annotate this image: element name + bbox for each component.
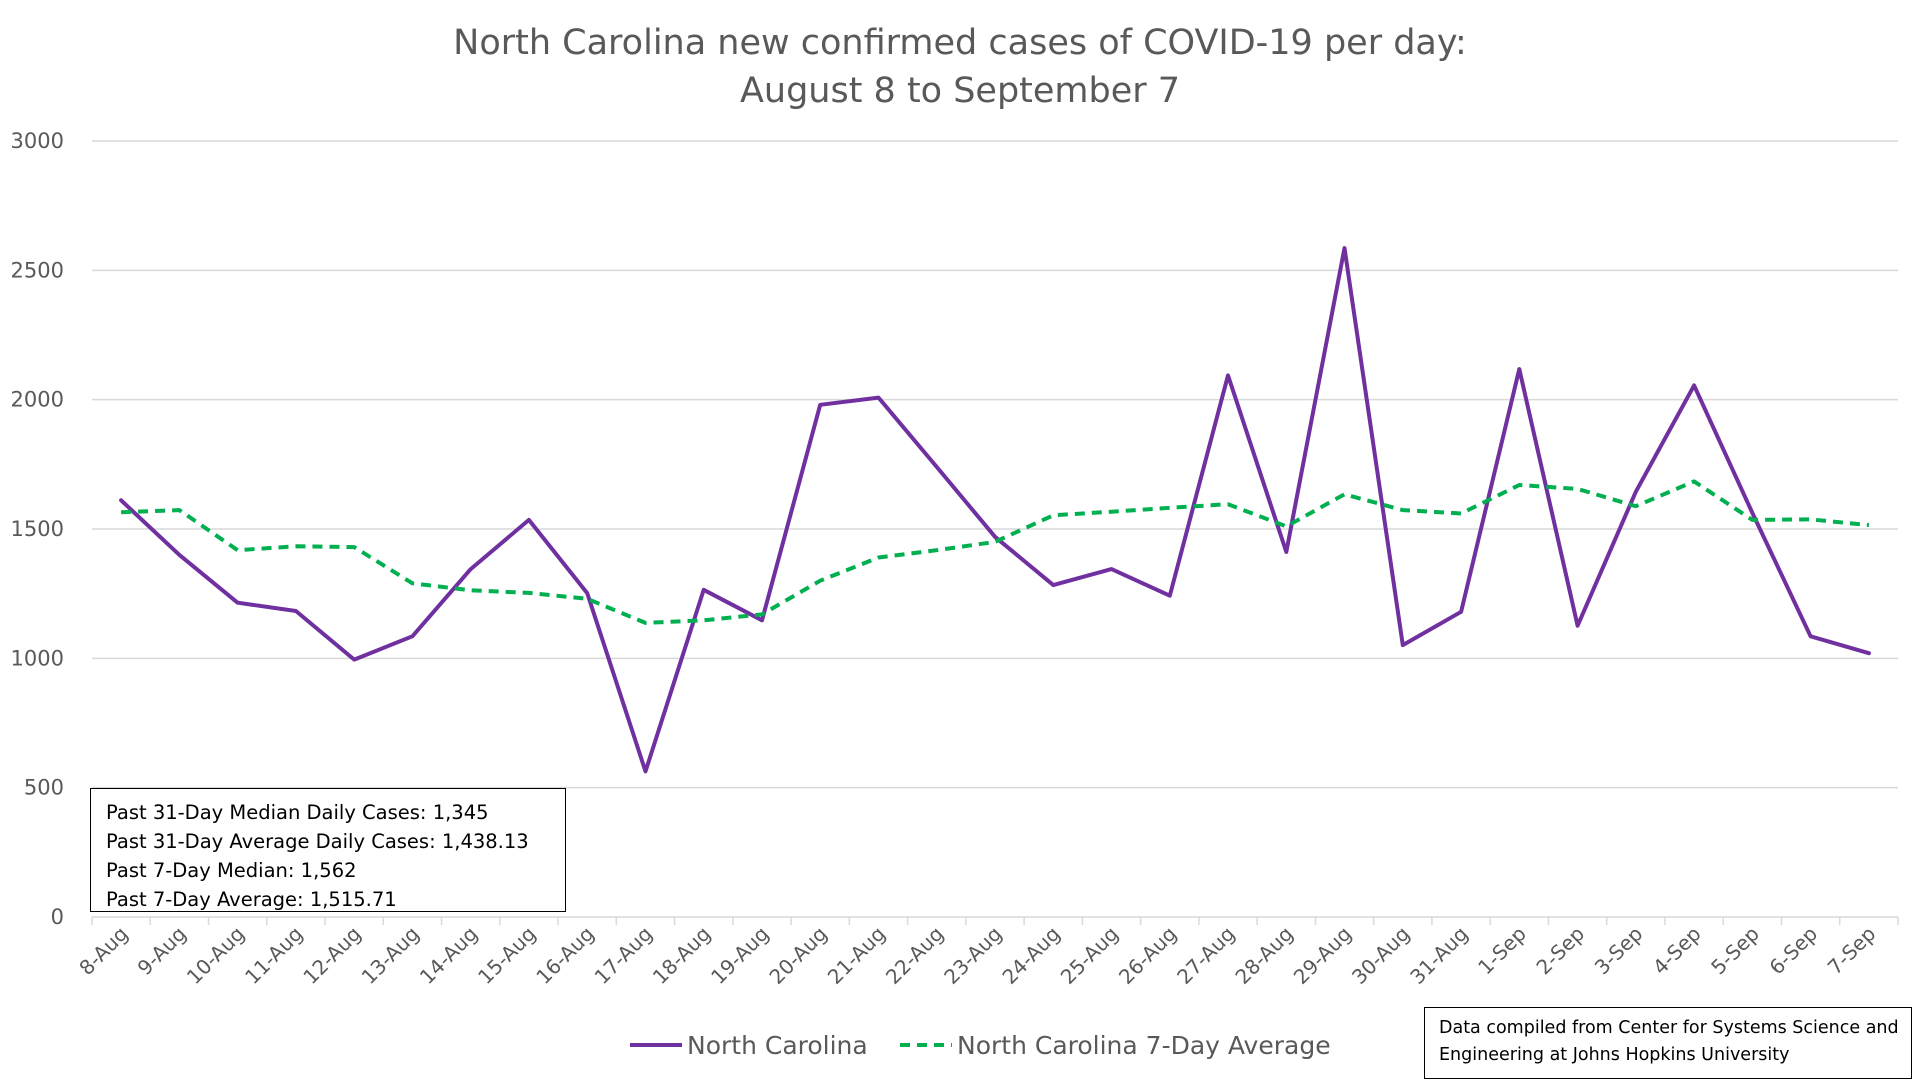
legend: North Carolina North Carolina 7-Day Avera… — [630, 1031, 1331, 1060]
y-axis-tick-labels: 0 500 1000 1500 2000 2500 3000 — [11, 129, 64, 929]
series-line-north-carolina — [119, 246, 1871, 774]
source-note-line-1: Data compiled from Center for Systems Sc… — [1439, 1018, 1899, 1038]
x-tick-label-25-Aug: 25-Aug — [1056, 922, 1123, 989]
x-tick-label-5-Sep: 5-Sep — [1706, 922, 1764, 980]
stats-median-31: Past 31-Day Median Daily Cases: 1,345 — [106, 801, 489, 824]
x-tick-label-30-Aug: 30-Aug — [1347, 922, 1414, 989]
x-tick-label-27-Aug: 27-Aug — [1172, 922, 1239, 989]
source-note-line-2: Engineering at Johns Hopkins University — [1439, 1045, 1790, 1065]
chart-title-line-1: North Carolina new confirmed cases of CO… — [453, 23, 1467, 63]
y-tick-label-1000: 1000 — [11, 646, 64, 670]
x-tick-label-15-Aug: 15-Aug — [473, 922, 540, 989]
gridlines — [91, 140, 1899, 925]
legend-label-north-carolina: North Carolina — [687, 1031, 868, 1060]
x-tick-label-4-Sep: 4-Sep — [1648, 922, 1706, 980]
x-tick-label-23-Aug: 23-Aug — [939, 922, 1006, 989]
stats-median-7: Past 7-Day Median: 1,562 — [106, 859, 357, 882]
x-tick-label-26-Aug: 26-Aug — [1114, 922, 1181, 989]
x-tick-label-12-Aug: 12-Aug — [298, 922, 365, 989]
x-tick-label-7-Sep: 7-Sep — [1823, 922, 1881, 980]
y-tick-label-1500: 1500 — [11, 517, 64, 541]
stats-average-7: Past 7-Day Average: 1,515.71 — [106, 888, 397, 911]
x-tick-label-21-Aug: 21-Aug — [823, 922, 890, 989]
series-lines — [119, 246, 1871, 774]
x-tick-label-28-Aug: 28-Aug — [1230, 922, 1297, 989]
x-tick-label-16-Aug: 16-Aug — [531, 922, 598, 989]
x-tick-label-18-Aug: 18-Aug — [648, 922, 715, 989]
x-tick-label-24-Aug: 24-Aug — [997, 922, 1064, 989]
x-tick-label-8-Aug: 8-Aug — [74, 922, 132, 980]
chart-title: North Carolina new confirmed cases of CO… — [453, 23, 1467, 111]
x-tick-label-1-Sep: 1-Sep — [1473, 922, 1531, 980]
y-tick-label-0: 0 — [51, 905, 64, 929]
x-tick-label-6-Sep: 6-Sep — [1764, 922, 1822, 980]
x-tick-label-14-Aug: 14-Aug — [415, 922, 482, 989]
x-tick-label-17-Aug: 17-Aug — [590, 922, 657, 989]
x-tick-label-13-Aug: 13-Aug — [357, 922, 424, 989]
stats-average-31: Past 31-Day Average Daily Cases: 1,438.1… — [106, 830, 529, 853]
x-tick-label-19-Aug: 19-Aug — [706, 922, 773, 989]
legend-label-north-carolina-7-day-average: North Carolina 7-Day Average — [957, 1031, 1331, 1060]
x-axis-tick-labels: 8-Aug 9-Aug10-Aug11-Aug12-Aug13-Aug14-Aug… — [74, 922, 1880, 989]
x-tick-label-20-Aug: 20-Aug — [764, 922, 831, 989]
x-tick-label-2-Sep: 2-Sep — [1531, 922, 1589, 980]
x-tick-label-29-Aug: 29-Aug — [1289, 922, 1356, 989]
series-line-north-carolina-7-day-average — [121, 479, 1870, 625]
stats-summary-box: Past 31-Day Median Daily Cases: 1,345 Pa… — [90, 788, 566, 912]
chart-title-line-2: August 8 to September 7 — [740, 71, 1180, 111]
x-tick-label-11-Aug: 11-Aug — [240, 922, 307, 989]
y-tick-label-2500: 2500 — [11, 258, 64, 282]
source-note-box: Data compiled from Center for Systems Sc… — [1424, 1007, 1912, 1079]
x-tick-label-22-Aug: 22-Aug — [881, 922, 948, 989]
y-tick-label-2000: 2000 — [11, 388, 64, 412]
x-tick-label-31-Aug: 31-Aug — [1405, 922, 1472, 989]
y-tick-label-500: 500 — [24, 776, 64, 800]
y-tick-label-3000: 3000 — [11, 129, 64, 153]
x-tick-label-3-Sep: 3-Sep — [1590, 922, 1648, 980]
x-tick-label-10-Aug: 10-Aug — [182, 922, 249, 989]
